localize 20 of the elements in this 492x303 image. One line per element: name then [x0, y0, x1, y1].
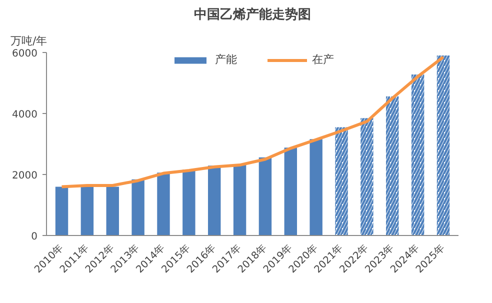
bar: [233, 164, 246, 236]
bar: [80, 186, 94, 236]
bar: [106, 186, 119, 236]
bar: [310, 139, 322, 236]
bar: [132, 179, 144, 236]
bar: [208, 166, 221, 236]
y-tick-label: 4000: [12, 110, 38, 120]
bar: [157, 172, 170, 236]
bar: [182, 170, 196, 236]
bar: [55, 186, 68, 236]
bar: [284, 148, 298, 236]
y-tick-label: 2000: [12, 170, 38, 182]
y-axis-title: 万吨/年: [10, 34, 48, 48]
chart-title: 中国乙烯产能走势图: [194, 6, 311, 22]
bar: [258, 157, 272, 236]
legend-label: 产能: [215, 52, 237, 67]
line-series: [60, 56, 445, 188]
legend-label: 在产: [312, 52, 334, 67]
y-tick-label: 0: [31, 232, 38, 242]
y-tick-label: 6000: [12, 48, 38, 60]
